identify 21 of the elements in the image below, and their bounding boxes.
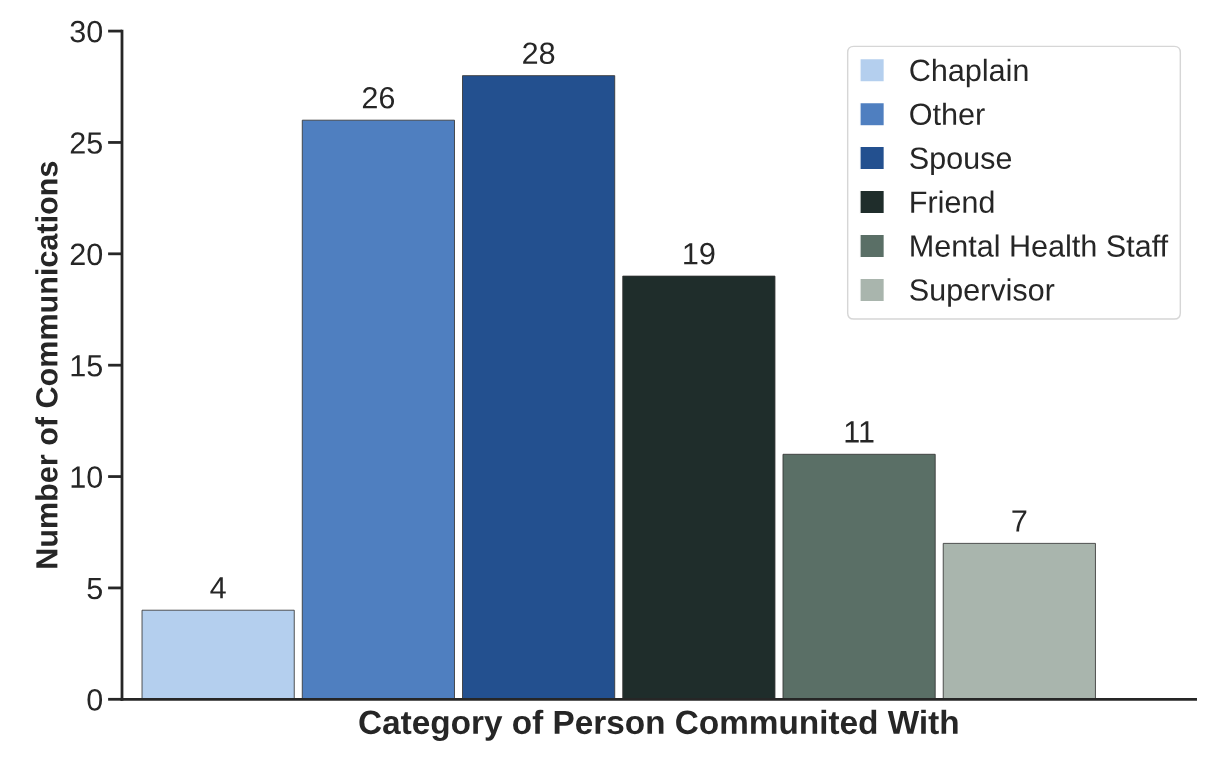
x-axis-title: Category of Person Communited With <box>359 709 958 741</box>
y-axis-title: Number of Communications <box>35 161 58 568</box>
data-label: 7 <box>1012 510 1027 532</box>
legend-label: Chaplain <box>910 58 1028 88</box>
legend-label: Supervisor <box>910 278 1055 307</box>
y-tick-label: 5 <box>87 577 102 600</box>
y-tick-label: 20 <box>70 243 103 266</box>
data-label: 19 <box>684 242 715 265</box>
y-tick-label: 30 <box>70 20 103 43</box>
data-label: 4 <box>210 577 226 599</box>
legend-label: Friend <box>911 190 994 213</box>
data-label: 11 <box>845 421 874 443</box>
y-tick-label: 15 <box>71 355 102 377</box>
y-tick-label: 0 <box>87 689 103 711</box>
data-label: 28 <box>523 42 555 65</box>
data-label: 26 <box>362 86 395 109</box>
y-tick-label: 25 <box>70 132 102 154</box>
legend-label: Spouse <box>910 147 1012 176</box>
legend-label: Other <box>910 102 985 126</box>
y-tick-label: 10 <box>71 466 103 488</box>
legend-label: Mental Health Staff <box>911 234 1169 257</box>
